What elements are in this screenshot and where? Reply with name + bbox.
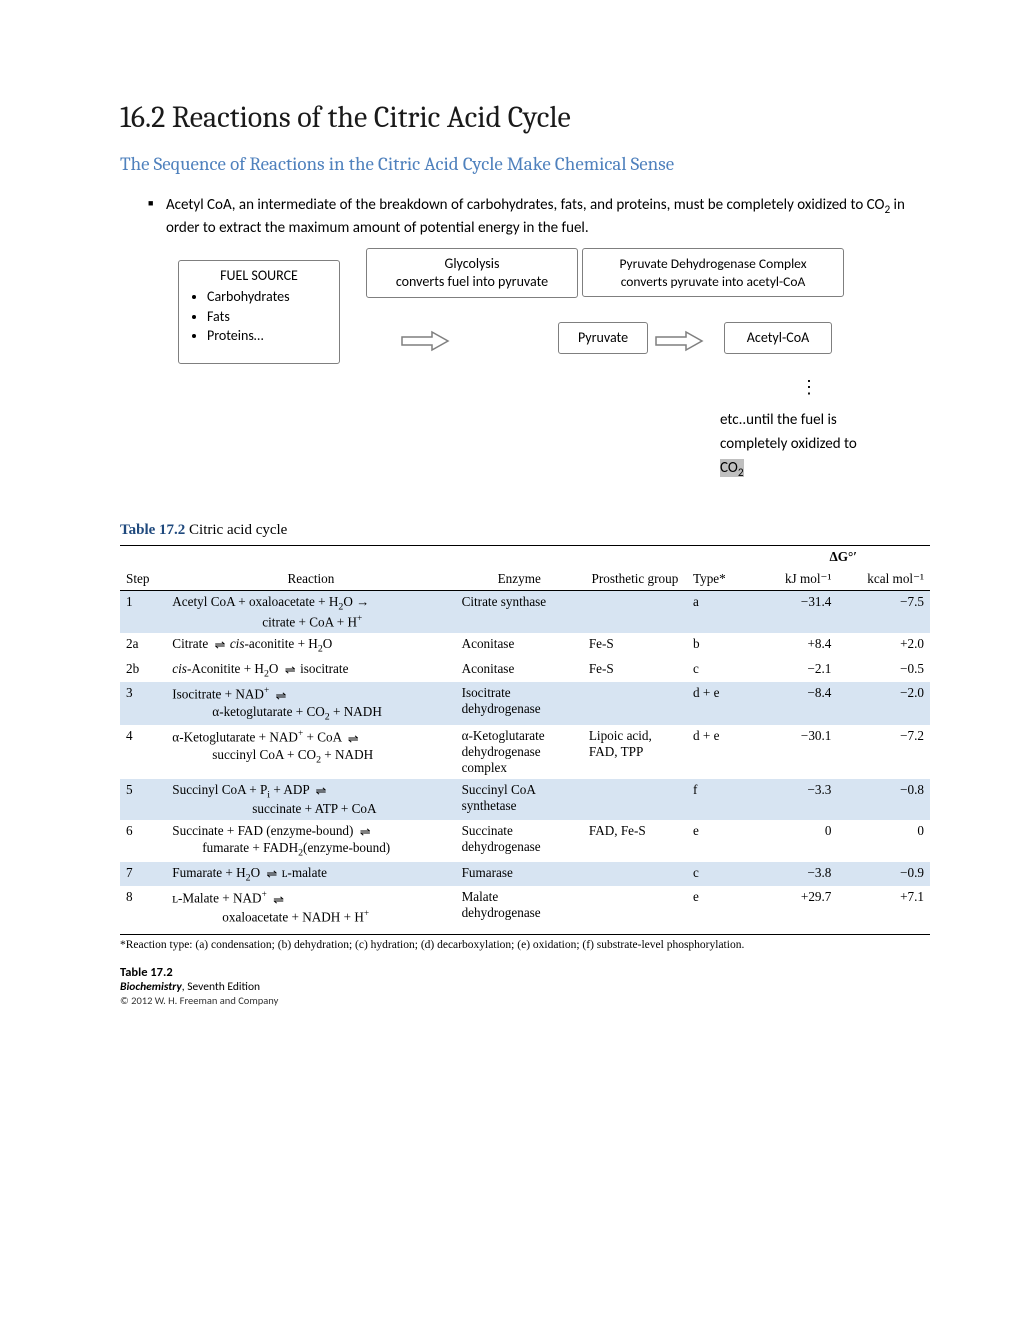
bullet-acetylcoa: Acetyl CoA, an intermediate of the break… — [148, 195, 930, 240]
table-row: 7Fumarate + H2O ⇌ ʟ-malateFumarasec−3.8−… — [120, 862, 930, 887]
fuel-item: Fats — [207, 307, 329, 327]
arrow-right-icon — [654, 328, 706, 354]
diagram-tail-text: etc..until the fuel is completely oxidiz… — [720, 408, 860, 482]
table-row: 5Succinyl CoA + Pi + ADP ⇌succinate + AT… — [120, 779, 930, 820]
page-title: 16.2 Reactions of the Citric Acid Cycle — [120, 100, 930, 135]
acetylcoa-box: Acetyl-CoA — [724, 322, 832, 354]
fuel-source-box: FUEL SOURCE Carbohydrates Fats Proteins… — [178, 260, 340, 364]
table-row: 2aCitrate ⇌ cis-aconitite + H2OAconitase… — [120, 633, 930, 658]
th-kcal: kcal mol⁻¹ — [837, 568, 930, 591]
fuel-item: Carbohydrates — [207, 287, 329, 307]
table-footnote: *Reaction type: (a) condensation; (b) de… — [120, 934, 930, 951]
fuel-item: Proteins… — [207, 326, 329, 346]
flow-diagram: FUEL SOURCE Carbohydrates Fats Proteins…… — [120, 248, 930, 482]
th-prosthetic: Prosthetic group — [583, 568, 687, 591]
th-step: Step — [120, 568, 166, 591]
delta-g-header: ΔG°′ — [756, 546, 930, 569]
table-row: 2bcis-Aconitite + H2O ⇌ isocitrateAconit… — [120, 658, 930, 683]
table-source: Table 17.2 Biochemistry, Seventh Edition… — [120, 965, 930, 1007]
th-reaction: Reaction — [166, 568, 455, 591]
table-row: 6Succinate + FAD (enzyme-bound) ⇌fumarat… — [120, 820, 930, 862]
arrow-right-icon — [400, 328, 452, 354]
th-kj: kJ mol⁻¹ — [756, 568, 837, 591]
vertical-ellipsis-icon: ⋮ — [800, 376, 818, 398]
pdh-box: Pyruvate Dehydrogenase Complex converts … — [582, 248, 844, 297]
table-number: Table 17.2 — [120, 522, 185, 538]
table-17-2: Table 17.2 Citric acid cycle ΔG°′ Step R… — [120, 522, 930, 1007]
section-subtitle: The Sequence of Reactions in the Citric … — [120, 153, 930, 175]
table-row: 3Isocitrate + NAD+ ⇌α-ketoglutarate + CO… — [120, 682, 930, 725]
th-enzyme: Enzyme — [456, 568, 583, 591]
glycolysis-box: Glycolysis converts fuel into pyruvate — [366, 248, 578, 298]
table-row: 4α-Ketoglutarate + NAD+ + CoA ⇌succinyl … — [120, 725, 930, 779]
table-row: 8ʟ-Malate + NAD+ ⇌oxaloacetate + NADH + … — [120, 886, 930, 928]
table-row: 1Acetyl CoA + oxaloacetate + H2O →citrat… — [120, 591, 930, 634]
pyruvate-box: Pyruvate — [558, 322, 648, 354]
th-type: Type* — [687, 568, 756, 591]
